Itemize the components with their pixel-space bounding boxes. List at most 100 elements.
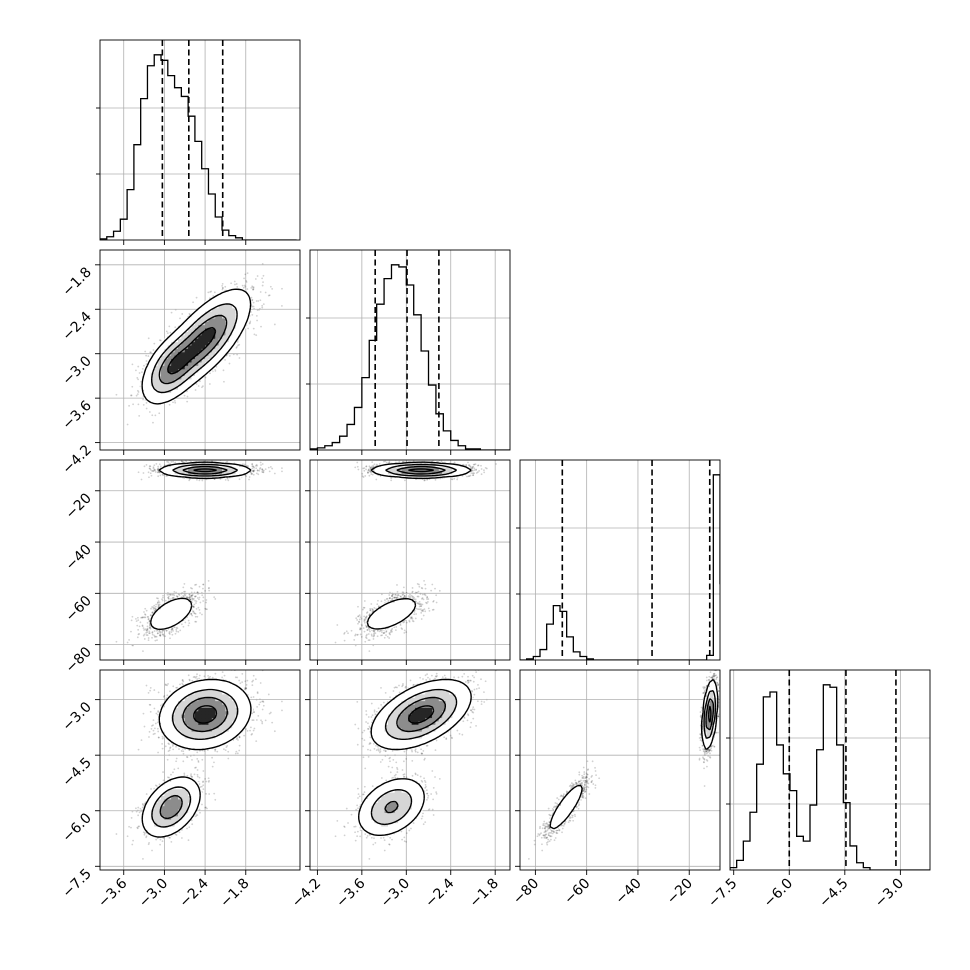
density-cell [222, 338, 227, 343]
density-cell [184, 375, 189, 380]
scatter-point [260, 325, 262, 328]
scatter-point [261, 277, 264, 280]
scatter-point [171, 593, 174, 596]
scatter-point [257, 300, 260, 302]
density-cell [191, 317, 196, 322]
scatter-point [261, 263, 264, 265]
density-cell [208, 344, 213, 349]
scatter-point [252, 286, 255, 289]
density-cell [211, 304, 216, 309]
density-cell [211, 358, 216, 363]
density-cell [157, 392, 162, 397]
scatter-point [246, 288, 249, 290]
scatter-point [154, 414, 157, 417]
scatter-point [186, 400, 189, 403]
density-cell [245, 311, 250, 316]
density-cell [171, 365, 176, 370]
density-cell [222, 351, 227, 356]
scatter-point [192, 605, 195, 608]
density-cell [184, 365, 189, 370]
density-cell [201, 327, 206, 332]
scatter-point [148, 624, 151, 626]
density-cell [194, 365, 199, 370]
scatter-point [161, 633, 164, 636]
scatter-point [234, 283, 236, 286]
scatter-point [252, 289, 255, 291]
density-cell [150, 392, 155, 397]
density-cell [181, 338, 186, 343]
density-cell [208, 334, 213, 339]
density-cell [218, 351, 223, 356]
density-cell [198, 317, 203, 322]
contour-level-1 [151, 303, 238, 394]
density-cell [205, 304, 210, 309]
density-cell [218, 324, 223, 329]
scatter-point [198, 598, 200, 601]
scatter-point [166, 593, 169, 596]
scatter-point [268, 294, 271, 297]
scatter-point [256, 469, 259, 472]
scatter-point [196, 479, 198, 481]
scatter-point [138, 414, 141, 417]
scatter-point [179, 317, 181, 320]
scatter-point [177, 593, 180, 596]
density-cell [154, 375, 159, 380]
scatter-point [147, 355, 150, 357]
density-cell [144, 372, 149, 377]
density-cell [222, 321, 227, 326]
density-cell [188, 344, 193, 349]
density-cell [218, 304, 223, 309]
density-cell [150, 399, 155, 404]
scatter-point [139, 621, 142, 624]
scatter-point [152, 606, 155, 609]
density-cell [174, 372, 179, 377]
density-cell [228, 314, 233, 319]
density-cell [174, 375, 179, 380]
scatter-point [249, 320, 252, 323]
density-cell [181, 361, 186, 366]
density-cell [188, 368, 193, 373]
density-cell [154, 365, 159, 370]
density-cell [228, 290, 233, 295]
scatter-point [186, 390, 188, 393]
density-cell [211, 317, 216, 322]
scatter-point [224, 358, 226, 361]
scatter-point [252, 327, 255, 330]
density-cell [208, 348, 213, 353]
density-cell [235, 307, 240, 312]
scatter-point [175, 626, 178, 629]
density-cell [228, 294, 233, 299]
density-cell [144, 385, 149, 390]
density-cell [167, 385, 172, 390]
density-cell [222, 304, 227, 309]
scatter-point [126, 641, 129, 644]
density-cell [174, 361, 179, 366]
scatter-point [245, 464, 248, 467]
density-cell [171, 378, 176, 383]
density-cell [201, 341, 206, 346]
scatter-point [255, 334, 258, 337]
density-cell [191, 361, 196, 366]
density-cell [198, 372, 203, 377]
scatter-point [158, 601, 161, 604]
scatter-point [245, 281, 248, 283]
scatter-point [204, 589, 207, 592]
density-cell [150, 375, 155, 380]
density-cell [184, 341, 189, 346]
scatter-point [171, 627, 174, 630]
scatter-point [248, 322, 251, 325]
density-cell [157, 382, 162, 387]
scatter-point [145, 401, 148, 404]
density-cell [171, 355, 176, 360]
density-cell [188, 331, 193, 336]
density-cell [177, 331, 182, 336]
density-cell [194, 372, 199, 377]
density-cell [161, 382, 166, 387]
scatter-point [259, 291, 262, 293]
scatter-point [184, 594, 187, 597]
density-cell [177, 385, 182, 390]
density-cell [211, 300, 216, 305]
scatter-point [262, 303, 265, 306]
density-cell [211, 297, 216, 302]
density-cell [222, 344, 227, 349]
